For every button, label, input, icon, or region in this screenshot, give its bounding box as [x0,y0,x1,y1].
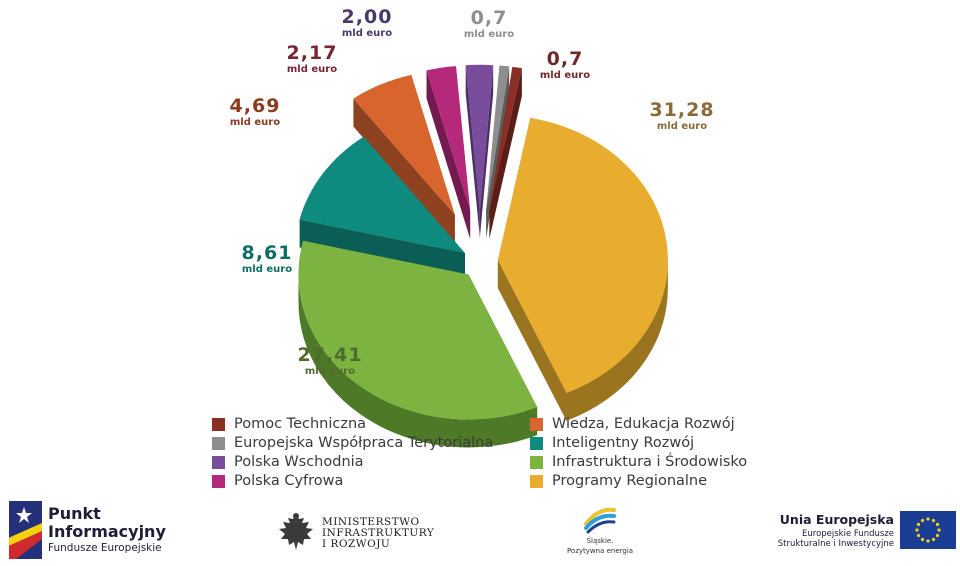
legend-swatch [530,436,543,450]
chart-legend: Pomoc Techniczna Europejska Współpraca T… [212,414,792,498]
pie-slice-side [298,274,538,448]
ministerstwo-logo: MINISTERSTWO INFRASTRUKTURY I ROZWOJU [276,510,436,558]
ministerstwo-line3: I ROZWOJU [322,538,391,550]
data-label-unit: mld euro [657,121,707,132]
pie-slice-europejska-współpraca-terytorialna [486,65,510,211]
slaskie-logo: Śląskie. Pozytywna energia [560,504,640,562]
pie-slice-edge [479,65,494,238]
eu-flag-icon [900,511,956,549]
pie-slice-side [566,260,668,421]
legend-swatch [212,417,225,431]
pie-slice-edge [497,260,567,421]
data-label-value: 8,61 [242,242,293,264]
pie-slice-edge [426,70,471,239]
legend-label: Polska Wschodnia [234,454,364,470]
legend-swatch [212,455,225,469]
legend-item-ewt: Europejska Współpraca Terytorialna [212,433,493,453]
data-label-unit: mld euro [242,264,292,275]
legend-label: Infrastruktura i Środowisko [552,454,748,470]
eu-star-icon [937,528,941,532]
punkt-line1: Punkt [48,504,101,523]
slaskie-line2: Pozytywna energia [566,547,634,555]
pie-slice-infrastruktura-i-środowisko [298,240,538,420]
legend-item-inteligentny-rozwoj: Inteligentny Rozwój [530,433,694,453]
data-label-value: 4,69 [230,95,281,117]
data-label-unit: mld euro [342,28,392,39]
footer-logos: Punkt Informacyjny Fundusze Europejskie … [0,500,960,566]
pie-slice-polska-wschodnia [465,64,494,210]
legend-label: Wiedza, Edukacja Rozwój [552,416,735,432]
eu-star-icon [926,517,930,521]
slaskie-logo-icon [584,507,616,534]
pie-slice-wiedza-edukacja-rozwój [353,74,455,215]
data-label-value: 2,17 [287,42,338,64]
eu-star-icon [916,522,921,527]
ministerstwo-line1: MINISTERSTWO [322,516,420,528]
data-label-value: 0,7 [547,48,584,70]
pie-slice-edge [489,68,522,239]
pie-slice-edge [465,65,480,238]
pie-slice-polska-cyfrowa [426,66,471,211]
legend-label: Europejska Współpraca Terytorialna [234,435,494,451]
legend-label: Pomoc Techniczna [234,416,367,432]
legend-swatch [530,474,543,488]
ue-line3: Strukturalne i Inwestycyjne [777,539,894,549]
eu-star-icon [931,537,936,542]
data-label-unit: mld euro [305,366,355,377]
data-label-value: 31,28 [649,99,714,121]
legend-label: Inteligentny Rozwój [552,435,695,451]
eu-star-icon [931,518,936,523]
slaskie-line1: Śląskie. [586,537,614,545]
legend-item-pomoc-techniczna: Pomoc Techniczna [212,414,366,434]
eu-star-icon [916,533,921,538]
eu-star-icon [926,539,930,543]
legend-item-polska-cyfrowa: Polska Cyfrowa [212,471,343,491]
data-label-value: 0,7 [471,7,508,29]
legend-item-polska-wschodnia: Polska Wschodnia [212,452,364,472]
eu-flag-background [900,511,956,549]
legend-item-wiedza: Wiedza, Edukacja Rozwój [530,414,735,434]
ministerstwo-line2: INFRASTRUKTURY [322,527,435,539]
legend-label: Polska Cyfrowa [234,473,344,489]
punkt-line2: Informacyjny [48,522,166,541]
data-label-unit: mld euro [540,70,590,81]
data-label-value: 27,41 [297,344,362,366]
data-label-unit: mld euro [464,29,514,40]
ue-line1: Unia Europejska [779,512,894,527]
pie-slice-edge [353,98,455,243]
pie-slice-programy-regionalne [497,117,668,393]
data-label-unit: mld euro [287,64,337,75]
fe-flag-icon [6,501,42,559]
eu-star-icon [935,522,940,527]
legend-swatch [530,455,543,469]
legend-swatch [212,436,225,450]
eu-star-icon [920,537,925,542]
data-label-unit: mld euro [230,117,280,128]
eu-star-icon [935,533,940,538]
punkt-informacyjny-logo: Punkt Informacyjny Fundusze Europejskie [0,500,170,566]
legend-label: Programy Regionalne [552,473,708,489]
punkt-line3: Fundusze Europejskie [48,542,162,554]
data-label-value: 2,00 [342,6,393,28]
chart-area: 31,28 mld euro 27,41 mld euro 8,61 mld euro 4,… [212,6,792,498]
unia-europejska-logo: Unia Europejska Europejskie Fundusze Str… [760,508,956,560]
legend-item-programy-regionalne: Programy Regionalne [530,471,707,491]
eagle-emblem-icon [279,513,313,550]
legend-swatch [212,474,225,488]
legend-item-infrastruktura: Infrastruktura i Środowisko [530,452,747,472]
ue-line2: Europejskie Fundusze [802,529,894,539]
legend-swatch [530,417,543,431]
pie-slice-pomoc-techniczna [489,66,522,211]
eu-star-icon [915,528,919,532]
pie-slice-inteligentny-rozwój [299,136,465,254]
eu-star-icon [920,518,925,523]
